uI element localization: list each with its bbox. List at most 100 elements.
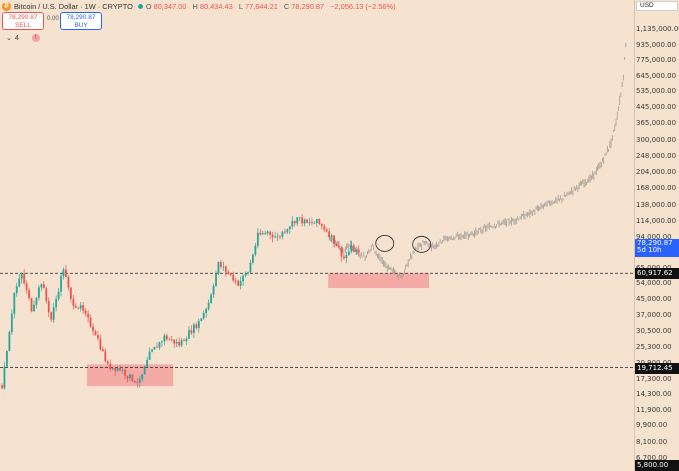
candle-body [69,287,72,299]
candle-body [60,276,62,292]
ohlc-open: 80,347.00 [153,1,187,11]
indicator-count: 4 [14,34,19,42]
candle-body [109,363,112,370]
price-axis[interactable] [634,0,679,471]
candle-body [99,338,102,350]
candle-body [168,339,171,341]
price-tick-label: 138,000.00 [636,200,677,209]
candle-body [10,313,13,333]
candle-body [256,232,259,246]
candle-body [281,231,284,237]
alert-icon[interactable]: ! [31,34,40,42]
candle-body [284,231,286,233]
candle-body [20,273,23,279]
currency-selector[interactable]: USD [636,1,678,11]
candle-body [15,286,18,294]
candle-body [148,351,151,360]
candle-body [173,339,176,344]
candle-body [188,330,190,339]
candle-body [338,246,340,248]
candle-body [161,341,163,343]
candle-body [239,280,242,286]
candle-body [42,284,45,289]
highlight-ellipse-1 [375,234,395,252]
candle-body [1,385,3,389]
chevron-down-icon[interactable]: ⌄ [6,35,12,42]
price-tick-label: 11,900.00 [636,405,672,414]
candle-body [183,340,185,342]
price-chart[interactable] [0,0,634,471]
candle-body [291,220,294,227]
ohlc-low-label: L [238,1,243,11]
level-high-tag: 60,917.62 [635,268,679,280]
price-tick-label: 54,000.00 [636,279,672,288]
price-tick-label: 6,700.00 [636,453,668,462]
candle-body [210,294,212,303]
candle-body [261,233,264,235]
candle-body [133,380,136,383]
candle-body [227,271,230,274]
candle-body [229,273,232,275]
candle-body [178,341,181,346]
candle-body [156,346,158,348]
candle-body [79,305,82,309]
candle-body [55,299,58,308]
candle-body [252,254,254,263]
candle-body [318,219,321,225]
candle-body [138,379,141,383]
candle-body [355,249,358,252]
ohlc-open-label: O [145,1,152,11]
candle-body [180,340,183,346]
candle-body [111,368,114,370]
candle-body [244,273,247,276]
candle-body [129,374,131,379]
candle-body [33,304,35,312]
candle-body [266,231,269,234]
buy-button[interactable]: 78,290.87 BUY [60,12,102,30]
candle-body [234,280,237,282]
candle-body [303,219,306,224]
sell-button[interactable]: 78,290.87 SELL [2,12,44,30]
candle-body [82,305,85,311]
candle-body [170,339,173,341]
price-tick-label: 248,000.00 [636,151,677,160]
price-tick-label: 365,000.00 [636,119,677,128]
symbol-title[interactable]: Bitcoin / U.S. Dollar · 1W · CRYPTO [14,1,133,11]
candle-body [106,361,109,364]
indicators-row[interactable]: ⌄ 4 ! [6,34,40,42]
support-zone-2 [328,273,430,289]
ohlc-close-label: C [283,1,290,11]
candle-body [320,224,323,227]
candle-body [84,310,87,314]
candle-body [119,367,121,371]
candle-body [146,359,149,367]
candle-body [202,313,205,319]
candle-body [276,236,279,238]
bitcoin-icon: ₿ [2,1,11,11]
ohlc-high-label: H [192,1,198,11]
sell-label: SELL [15,22,31,29]
candle-body [311,222,313,224]
level-low-tag: 19,712.45 [635,362,679,374]
candle-body [330,235,333,238]
candle-body [87,313,89,318]
candle-body [215,273,217,286]
candle-body [3,366,6,389]
price-tick-label: 204,000.00 [636,168,677,177]
candle-body [271,234,274,238]
ohlc-values: O 80,347.00 H 80,434.43 L 77,644.21 C 78,290… [146,2,398,11]
price-tick-label: 94,000.00 [636,232,672,241]
candle-body [298,217,301,219]
bottom-price-tag: 5,800.00 [635,460,679,471]
candle-body [175,341,178,344]
candle-body [347,251,350,255]
candle-body [269,231,272,235]
candle-body [333,235,335,244]
candle-body [232,274,235,281]
candle-body [23,273,26,284]
candle-body [136,382,139,384]
candle-body [47,300,50,313]
candle-body [35,297,38,305]
candle-body [163,335,166,342]
